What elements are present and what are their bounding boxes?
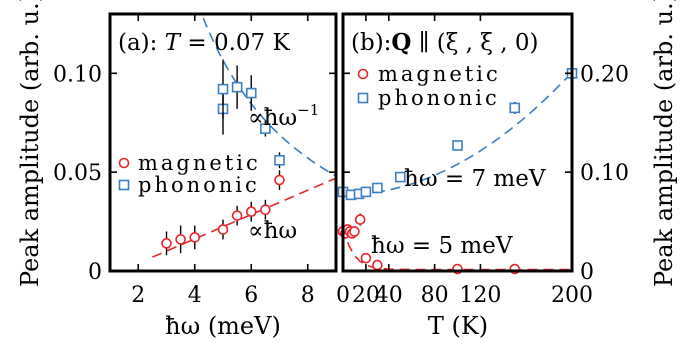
fit-curve-phononic bbox=[202, 17, 337, 177]
point-magnetic bbox=[245, 206, 257, 217]
y-tick-label: 0.10 bbox=[580, 161, 629, 186]
point-phononic bbox=[509, 102, 521, 114]
x-tick-label: 120 bbox=[459, 283, 501, 308]
legend-phononic-label: phononic bbox=[378, 86, 500, 110]
legend-magnetic-marker bbox=[118, 157, 130, 169]
legend-phononic-marker bbox=[357, 92, 369, 104]
point-magnetic bbox=[274, 174, 285, 186]
panel-a-frame bbox=[108, 12, 338, 273]
panel-a-marks bbox=[152, 17, 337, 258]
y-axis-label-left: Peak amplitude (arb. u.) bbox=[16, 0, 44, 287]
panel-a-title: (a): T = 0.07 K bbox=[118, 30, 290, 56]
point-magnetic bbox=[175, 234, 186, 245]
annotation-7mev: ħω = 7 meV bbox=[404, 166, 546, 192]
y-tick-label: 0 bbox=[580, 260, 594, 285]
point-magnetic bbox=[217, 224, 229, 235]
panel-a: 2 4 6 8 0 0.05 0.10 (a): T = 0.07 K magnetic p… bbox=[53, 12, 338, 340]
x-tick-label: 4 bbox=[188, 283, 202, 308]
y-tick-label: 0.20 bbox=[580, 62, 629, 87]
annotation-linear: ∝ħω bbox=[248, 218, 297, 244]
x-tick-label: 0 bbox=[336, 283, 350, 308]
legend-phononic-label: phononic bbox=[138, 173, 260, 197]
x-tick-label: 20 bbox=[352, 283, 380, 308]
x-tick-label: 80 bbox=[421, 283, 449, 308]
point-magnetic bbox=[161, 238, 172, 249]
point-phononic bbox=[231, 81, 243, 93]
point-phononic bbox=[217, 83, 229, 95]
point-phononic bbox=[260, 123, 271, 134]
x-tick-label: 8 bbox=[301, 283, 315, 308]
x-tick-label: 2 bbox=[131, 283, 145, 308]
point-magnetic bbox=[372, 259, 383, 271]
panel-a-ticks: 2 4 6 8 0 0.05 0.10 bbox=[53, 14, 336, 308]
legend-phononic-marker bbox=[118, 179, 130, 191]
point-magnetic bbox=[189, 232, 201, 243]
legend-magnetic-label: magnetic bbox=[378, 62, 501, 86]
legend-magnetic-label: magnetic bbox=[138, 151, 261, 175]
point-phononic bbox=[372, 182, 383, 194]
point-phononic bbox=[394, 171, 406, 183]
x-tick-label: 40 bbox=[375, 283, 403, 308]
panel-b-legend: magnetic phononic bbox=[357, 62, 501, 110]
panel-b-x-axis-label: T (K) bbox=[428, 312, 488, 340]
point-magnetic bbox=[354, 214, 366, 225]
panel-a-legend: magnetic phononic bbox=[118, 151, 261, 197]
annotation-inverse: ∝ħω−1 bbox=[248, 101, 319, 131]
point-magnetic bbox=[360, 252, 372, 264]
y-tick-label: 0.10 bbox=[53, 62, 102, 87]
panel-b-frame bbox=[341, 12, 574, 273]
panel-a-x-axis-label: ħω (meV) bbox=[165, 312, 281, 340]
point-magnetic bbox=[260, 204, 271, 216]
x-tick-label: 200 bbox=[551, 283, 593, 308]
point-phononic bbox=[452, 140, 463, 151]
point-phononic bbox=[274, 154, 285, 166]
y-tick-label: 0 bbox=[88, 260, 102, 285]
annotation-5mev: ħω = 5 meV bbox=[371, 233, 513, 259]
y-axis-label-right: Peak amplitude (arb. u.) bbox=[650, 0, 678, 287]
y-tick-label: 0.05 bbox=[53, 161, 102, 186]
panel-b-title: (b):Q ∥ (ξ , ξ , 0) bbox=[351, 29, 539, 56]
legend-magnetic-marker bbox=[357, 68, 369, 80]
point-phononic bbox=[245, 87, 257, 99]
point-magnetic bbox=[231, 210, 243, 221]
point-magnetic bbox=[349, 226, 360, 237]
point-phononic bbox=[360, 186, 372, 198]
x-tick-label: 6 bbox=[244, 283, 258, 308]
